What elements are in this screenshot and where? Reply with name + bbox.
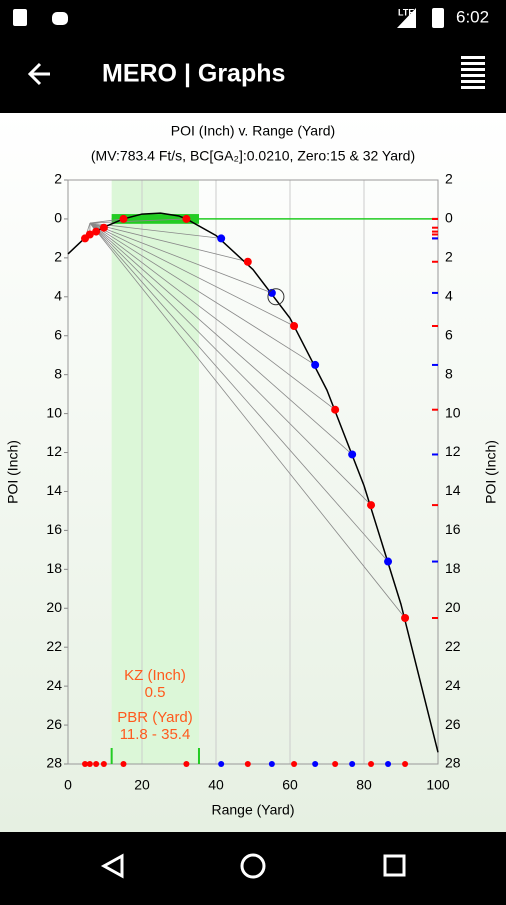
pbr-title: PBR (Yard) [117, 709, 193, 726]
y2-tick-label: 26 [445, 716, 461, 732]
range-marker [402, 761, 408, 767]
kz-title: KZ (Inch) [124, 667, 186, 684]
range-marker [87, 761, 93, 767]
y-tick-label: 24 [46, 677, 62, 693]
range-marker [93, 761, 99, 767]
trajectory-point [401, 614, 409, 622]
y-tick-label: 26 [46, 716, 62, 732]
range-marker [121, 761, 127, 767]
y2-tick-label: 2 [445, 171, 453, 187]
y-tick-label: 18 [46, 560, 62, 576]
status-bar [0, 0, 506, 35]
y-tick-label: 2 [54, 249, 62, 265]
y2-tick-label: 18 [445, 560, 461, 576]
y-tick-label: 14 [46, 482, 62, 498]
y-tick-label: 0 [54, 210, 62, 226]
range-marker [385, 761, 391, 767]
y-tick-label: 16 [46, 521, 62, 537]
nav-bar [0, 832, 506, 900]
range-marker [291, 761, 297, 767]
y-tick-label: 2 [54, 171, 62, 187]
trajectory-point [290, 322, 298, 330]
y-tick-label: 22 [46, 638, 62, 654]
android-icon [52, 12, 68, 25]
trajectory-point [384, 558, 392, 566]
trajectory-point [331, 406, 339, 414]
trajectory-point [244, 258, 252, 266]
range-marker [269, 761, 275, 767]
y-axis-label: POI (Inch) [5, 440, 21, 504]
trajectory-point [120, 215, 128, 223]
range-marker [332, 761, 338, 767]
trajectory-point [311, 361, 319, 369]
x-tick-label: 60 [282, 777, 298, 793]
y2-tick-label: 0 [445, 210, 453, 226]
y2-tick-label: 22 [445, 638, 461, 654]
range-marker [183, 761, 189, 767]
x-tick-label: 40 [208, 777, 224, 793]
content [0, 113, 506, 832]
y-tick-label: 28 [46, 755, 62, 771]
x-axis-label: Range (Yard) [211, 802, 294, 818]
y2-tick-label: 20 [445, 599, 461, 615]
trajectory-point [182, 215, 190, 223]
y2-tick-label: 16 [445, 521, 461, 537]
x-tick-label: 20 [134, 777, 150, 793]
trajectory-point [217, 234, 225, 242]
trajectory-point [100, 224, 108, 232]
time: 6:02 [456, 7, 489, 26]
y2-tick-label: 2 [445, 249, 453, 265]
y2-tick-label: 14 [445, 482, 461, 498]
pbr-value: 11.8 - 35.4 [120, 726, 191, 743]
chart-title: POI (Inch) v. Range (Yard) [171, 123, 335, 139]
range-marker [218, 761, 224, 767]
battery-icon [432, 8, 444, 28]
trajectory-point [348, 450, 356, 458]
range-marker [101, 761, 107, 767]
range-marker [312, 761, 318, 767]
y2-tick-label: 10 [445, 404, 461, 420]
kz-value: 0.5 [145, 684, 166, 701]
y-tick-label: 10 [46, 404, 62, 420]
chart-subtitle: (MV:783.4 Ft/s, BC[GA₂]:0.0210, Zero:15 … [91, 148, 415, 164]
y2-tick-label: 12 [445, 443, 461, 459]
y-tick-label: 12 [46, 443, 62, 459]
trajectory-point [367, 501, 375, 509]
x-tick-label: 0 [64, 777, 72, 793]
range-marker [349, 761, 355, 767]
y-tick-label: 8 [54, 365, 62, 381]
trajectory-point [92, 228, 100, 236]
y-tick-label: 4 [54, 288, 62, 304]
y2-tick-label: 24 [445, 677, 461, 693]
x-tick-label: 100 [426, 777, 450, 793]
app-title: MERO | Graphs [102, 60, 285, 88]
y2-tick-label: 4 [445, 288, 453, 304]
x-tick-label: 80 [356, 777, 372, 793]
y-tick-label: 20 [46, 599, 62, 615]
y-tick-label: 6 [54, 326, 62, 342]
y2-tick-label: 8 [445, 365, 453, 381]
y2-tick-label: 6 [445, 326, 453, 342]
y2-axis-label: POI (Inch) [483, 440, 499, 504]
y2-tick-label: 28 [445, 755, 461, 771]
range-marker [368, 761, 374, 767]
sd-icon [13, 9, 27, 26]
range-marker [245, 761, 251, 767]
